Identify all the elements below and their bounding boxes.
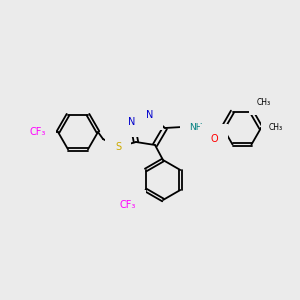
Text: CH₃: CH₃	[256, 98, 271, 107]
Text: S: S	[115, 142, 121, 152]
Text: N: N	[146, 110, 154, 120]
Text: N: N	[128, 117, 136, 127]
Text: NH: NH	[189, 122, 203, 131]
Text: CF₃: CF₃	[119, 200, 136, 210]
Text: CH₃: CH₃	[269, 124, 283, 133]
Text: CF₃: CF₃	[30, 127, 46, 137]
Text: O: O	[210, 134, 218, 144]
